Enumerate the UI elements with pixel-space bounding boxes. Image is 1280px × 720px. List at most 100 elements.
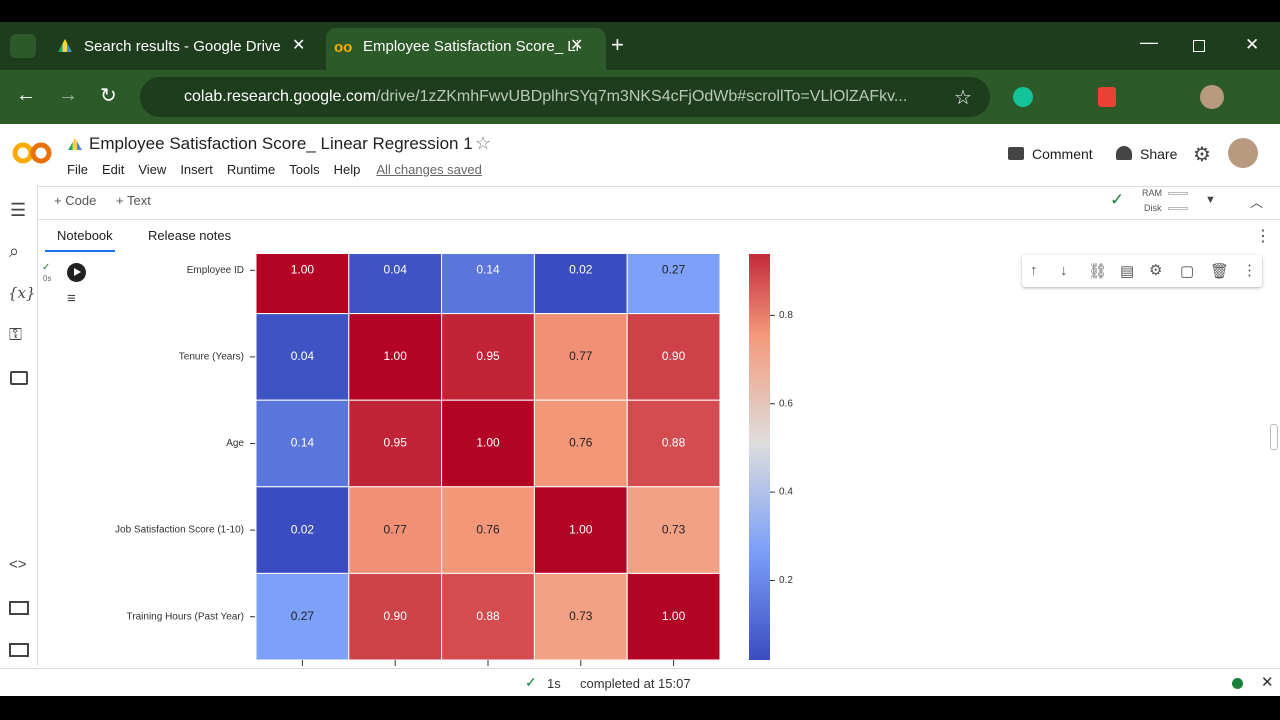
cell-label: 0.14 [476, 262, 500, 276]
back[interactable]: ← [16, 84, 36, 106]
menu-item[interactable]: View [138, 162, 167, 177]
search[interactable]: ⌕ [9, 241, 20, 261]
url-host: colab.research.google.com [184, 88, 377, 105]
y-tick-label: Job Satisfaction Score (1-10) [115, 525, 244, 536]
menu-item[interactable]: Insert [180, 162, 213, 177]
colorbar [749, 254, 770, 660]
reload[interactable]: ↻ [100, 85, 117, 107]
heatmap-chart: Employee ID 1.00 0.04 0.14 0.02 0.27 Tenure (Y… [115, 254, 793, 666]
heatmap-cell [533, 486, 628, 574]
menu-item[interactable]: Runtime [226, 162, 276, 177]
scrollbar[interactable] [1270, 424, 1278, 450]
tab-strip: Search results - Google Drive ✕ oo Emplo… [0, 22, 1280, 70]
heatmap-cell [348, 572, 443, 661]
cell-label: 1.00 [569, 522, 593, 536]
cell-label: 0.88 [476, 609, 500, 623]
heatmap-cell [626, 313, 721, 401]
avatar[interactable] [1228, 138, 1258, 168]
status-check: ✓ [525, 674, 537, 690]
menu-item[interactable]: File [67, 162, 88, 177]
cell-label: 0.95 [476, 349, 500, 363]
settings[interactable]: ⚙ [1193, 144, 1211, 166]
cell-label: 1.00 [384, 349, 408, 363]
url-path: /drive/1zZKmhFwvUBDplhrSYq7m3NKS4cFjOdWb… [376, 88, 908, 105]
collapse[interactable]: ︿ [1250, 195, 1264, 210]
comment-button[interactable]: Comment [1032, 146, 1093, 162]
minimize[interactable]: — [1140, 32, 1158, 52]
add-text-label: Text [126, 193, 151, 208]
forward[interactable]: → [58, 84, 78, 106]
save-status[interactable]: All changes saved [376, 162, 482, 177]
heatmap-cell [348, 486, 443, 574]
notebook-title[interactable]: Employee Satisfaction Score_ Linear Regr… [89, 134, 473, 153]
mirror[interactable]: ▢ [1180, 263, 1195, 280]
files[interactable] [10, 371, 28, 385]
new-tab[interactable]: + [611, 32, 624, 57]
terminal[interactable] [9, 643, 29, 657]
connected-check: ✓ [1110, 190, 1125, 209]
close-window[interactable]: ✕ [1245, 35, 1260, 54]
delete[interactable]: 🗑 [1210, 263, 1230, 280]
tab-close[interactable]: ✕ [292, 37, 306, 54]
add-code[interactable]: + Code [54, 193, 97, 208]
extension[interactable] [1013, 87, 1033, 107]
cell-toolbar: ↑ ↓ ⛓ ▤ ⚙ ▢ 🗑 ⋮ [1022, 255, 1262, 287]
more[interactable]: ⋮ [1255, 228, 1271, 245]
omnibox[interactable]: colab.research.google.com /drive/1zZKmhF… [140, 77, 990, 117]
connection-dot [1232, 678, 1243, 689]
tab-underline [45, 250, 115, 252]
profile[interactable] [1200, 85, 1224, 109]
cell-label: 0.76 [569, 436, 593, 450]
tab-menu[interactable] [10, 34, 36, 58]
y-tick-label: Employee ID [187, 265, 244, 276]
heatmap-cell [255, 254, 350, 315]
heatmap-cell [626, 572, 721, 661]
cell-label: 0.02 [291, 522, 315, 536]
cell-label: 0.88 [662, 436, 686, 450]
heatmap-cell [348, 399, 443, 488]
active-tab[interactable]: oo Employee Satisfaction Score_ Li ✕ [326, 28, 606, 70]
link[interactable]: ⛓ [1088, 263, 1108, 280]
colorbar-tick-label: 0.8 [779, 310, 793, 321]
cell-label: 0.90 [384, 609, 408, 623]
settings[interactable]: ⚙ [1149, 262, 1163, 279]
runtime-menu[interactable]: ▼ [1205, 194, 1216, 206]
release-notes-tab[interactable]: Release notes [148, 228, 232, 243]
heatmap-cell [255, 399, 350, 488]
menu-item[interactable]: Edit [101, 162, 125, 177]
notebook-tab[interactable]: Notebook [57, 228, 113, 243]
close-status[interactable]: ✕ [1261, 674, 1274, 691]
move-up[interactable]: ↑ [1030, 262, 1038, 279]
heatmap-cell [626, 399, 721, 488]
variables[interactable]: {x} [8, 284, 36, 302]
disk-bar [1168, 207, 1188, 210]
status-message: completed at 15:07 [580, 676, 691, 691]
command-palette[interactable] [9, 601, 29, 615]
comment[interactable]: ▤ [1120, 263, 1135, 280]
run-triangle [74, 268, 81, 276]
heatmap-cell [533, 399, 628, 488]
heatmap-cell [626, 486, 721, 574]
drive-icon [58, 39, 72, 52]
tab-title[interactable]: Employee Satisfaction Score_ Li [363, 38, 579, 55]
output-menu[interactable]: ≡ [67, 290, 76, 307]
code-snippets[interactable]: <> [9, 556, 27, 573]
move-down[interactable]: ↓ [1060, 262, 1068, 279]
extension[interactable] [1098, 87, 1116, 107]
tab-title[interactable]: Search results - Google Drive [84, 38, 281, 55]
add-code-label: Code [65, 193, 97, 208]
tab-close[interactable]: ✕ [570, 37, 584, 54]
star[interactable]: ☆ [475, 133, 492, 153]
colorbar-tick-label: 0.6 [779, 398, 793, 409]
add-text[interactable]: + Text [116, 193, 151, 208]
share-button[interactable]: Share [1140, 146, 1178, 162]
divider [38, 186, 1280, 187]
restore[interactable] [1193, 40, 1205, 52]
menu-item[interactable]: Tools [289, 162, 320, 177]
menu-item[interactable]: Help [333, 162, 361, 177]
bookmark[interactable]: ☆ [954, 87, 972, 109]
secrets[interactable]: ⚿ [9, 325, 22, 344]
more[interactable]: ⋮ [1242, 262, 1257, 279]
cell-label: 0.73 [662, 522, 686, 536]
toc[interactable]: ☰ [10, 200, 27, 220]
